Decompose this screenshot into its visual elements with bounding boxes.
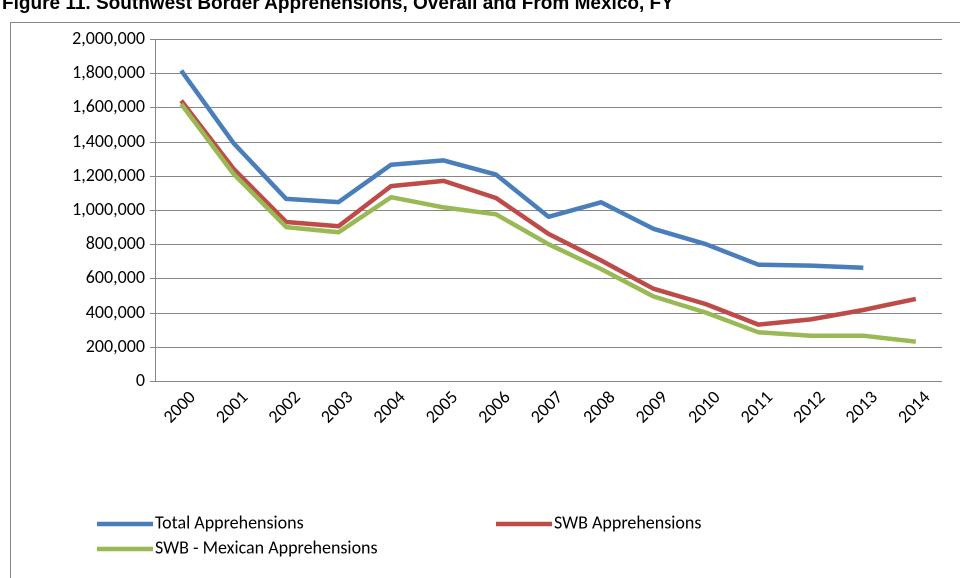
series-line xyxy=(179,102,917,344)
x-tick-label: 2007 xyxy=(526,386,567,427)
y-tick-label: 1,600,000 xyxy=(72,95,145,117)
y-tick-label: 1,000,000 xyxy=(72,198,145,220)
legend-label: Total Apprehensions xyxy=(155,511,304,533)
y-tick-label: 1,400,000 xyxy=(72,130,145,152)
x-tick-label: 2014 xyxy=(893,386,934,427)
y-tick-label: 200,000 xyxy=(86,335,145,357)
x-tick-label: 2005 xyxy=(421,386,462,427)
x-tick-label: 2006 xyxy=(473,386,514,427)
x-tick-label: 2012 xyxy=(788,386,829,427)
series-line xyxy=(179,99,917,327)
y-tick-label: 1,200,000 xyxy=(72,164,145,186)
y-tick-label: 600,000 xyxy=(86,266,145,288)
x-tick-label: 2004 xyxy=(368,386,409,427)
legend-label: SWB Apprehensions xyxy=(554,511,701,533)
legend-label: SWB - Mexican Apprehensions xyxy=(155,536,378,558)
y-tick-label: 1,800,000 xyxy=(72,61,145,83)
x-tick-label: 2013 xyxy=(841,386,882,427)
x-tick-label: 2008 xyxy=(578,386,619,427)
chart-title: Figure 11. Southwest Border Apprehension… xyxy=(2,0,674,14)
x-tick-label: 2003 xyxy=(316,386,357,427)
y-tick-label: 800,000 xyxy=(86,232,145,254)
x-tick-label: 2002 xyxy=(263,386,304,427)
y-tick-label: 400,000 xyxy=(86,301,145,323)
series-line xyxy=(179,69,864,271)
x-tick-label: 2001 xyxy=(211,386,252,427)
x-tick-label: 2009 xyxy=(631,386,672,427)
x-tick-label: 2000 xyxy=(158,386,199,427)
y-tick-label: 0 xyxy=(136,369,145,391)
y-tick-label: 2,000,000 xyxy=(72,27,145,49)
x-tick-label: 2011 xyxy=(736,386,777,427)
x-tick-label: 2010 xyxy=(683,386,724,427)
